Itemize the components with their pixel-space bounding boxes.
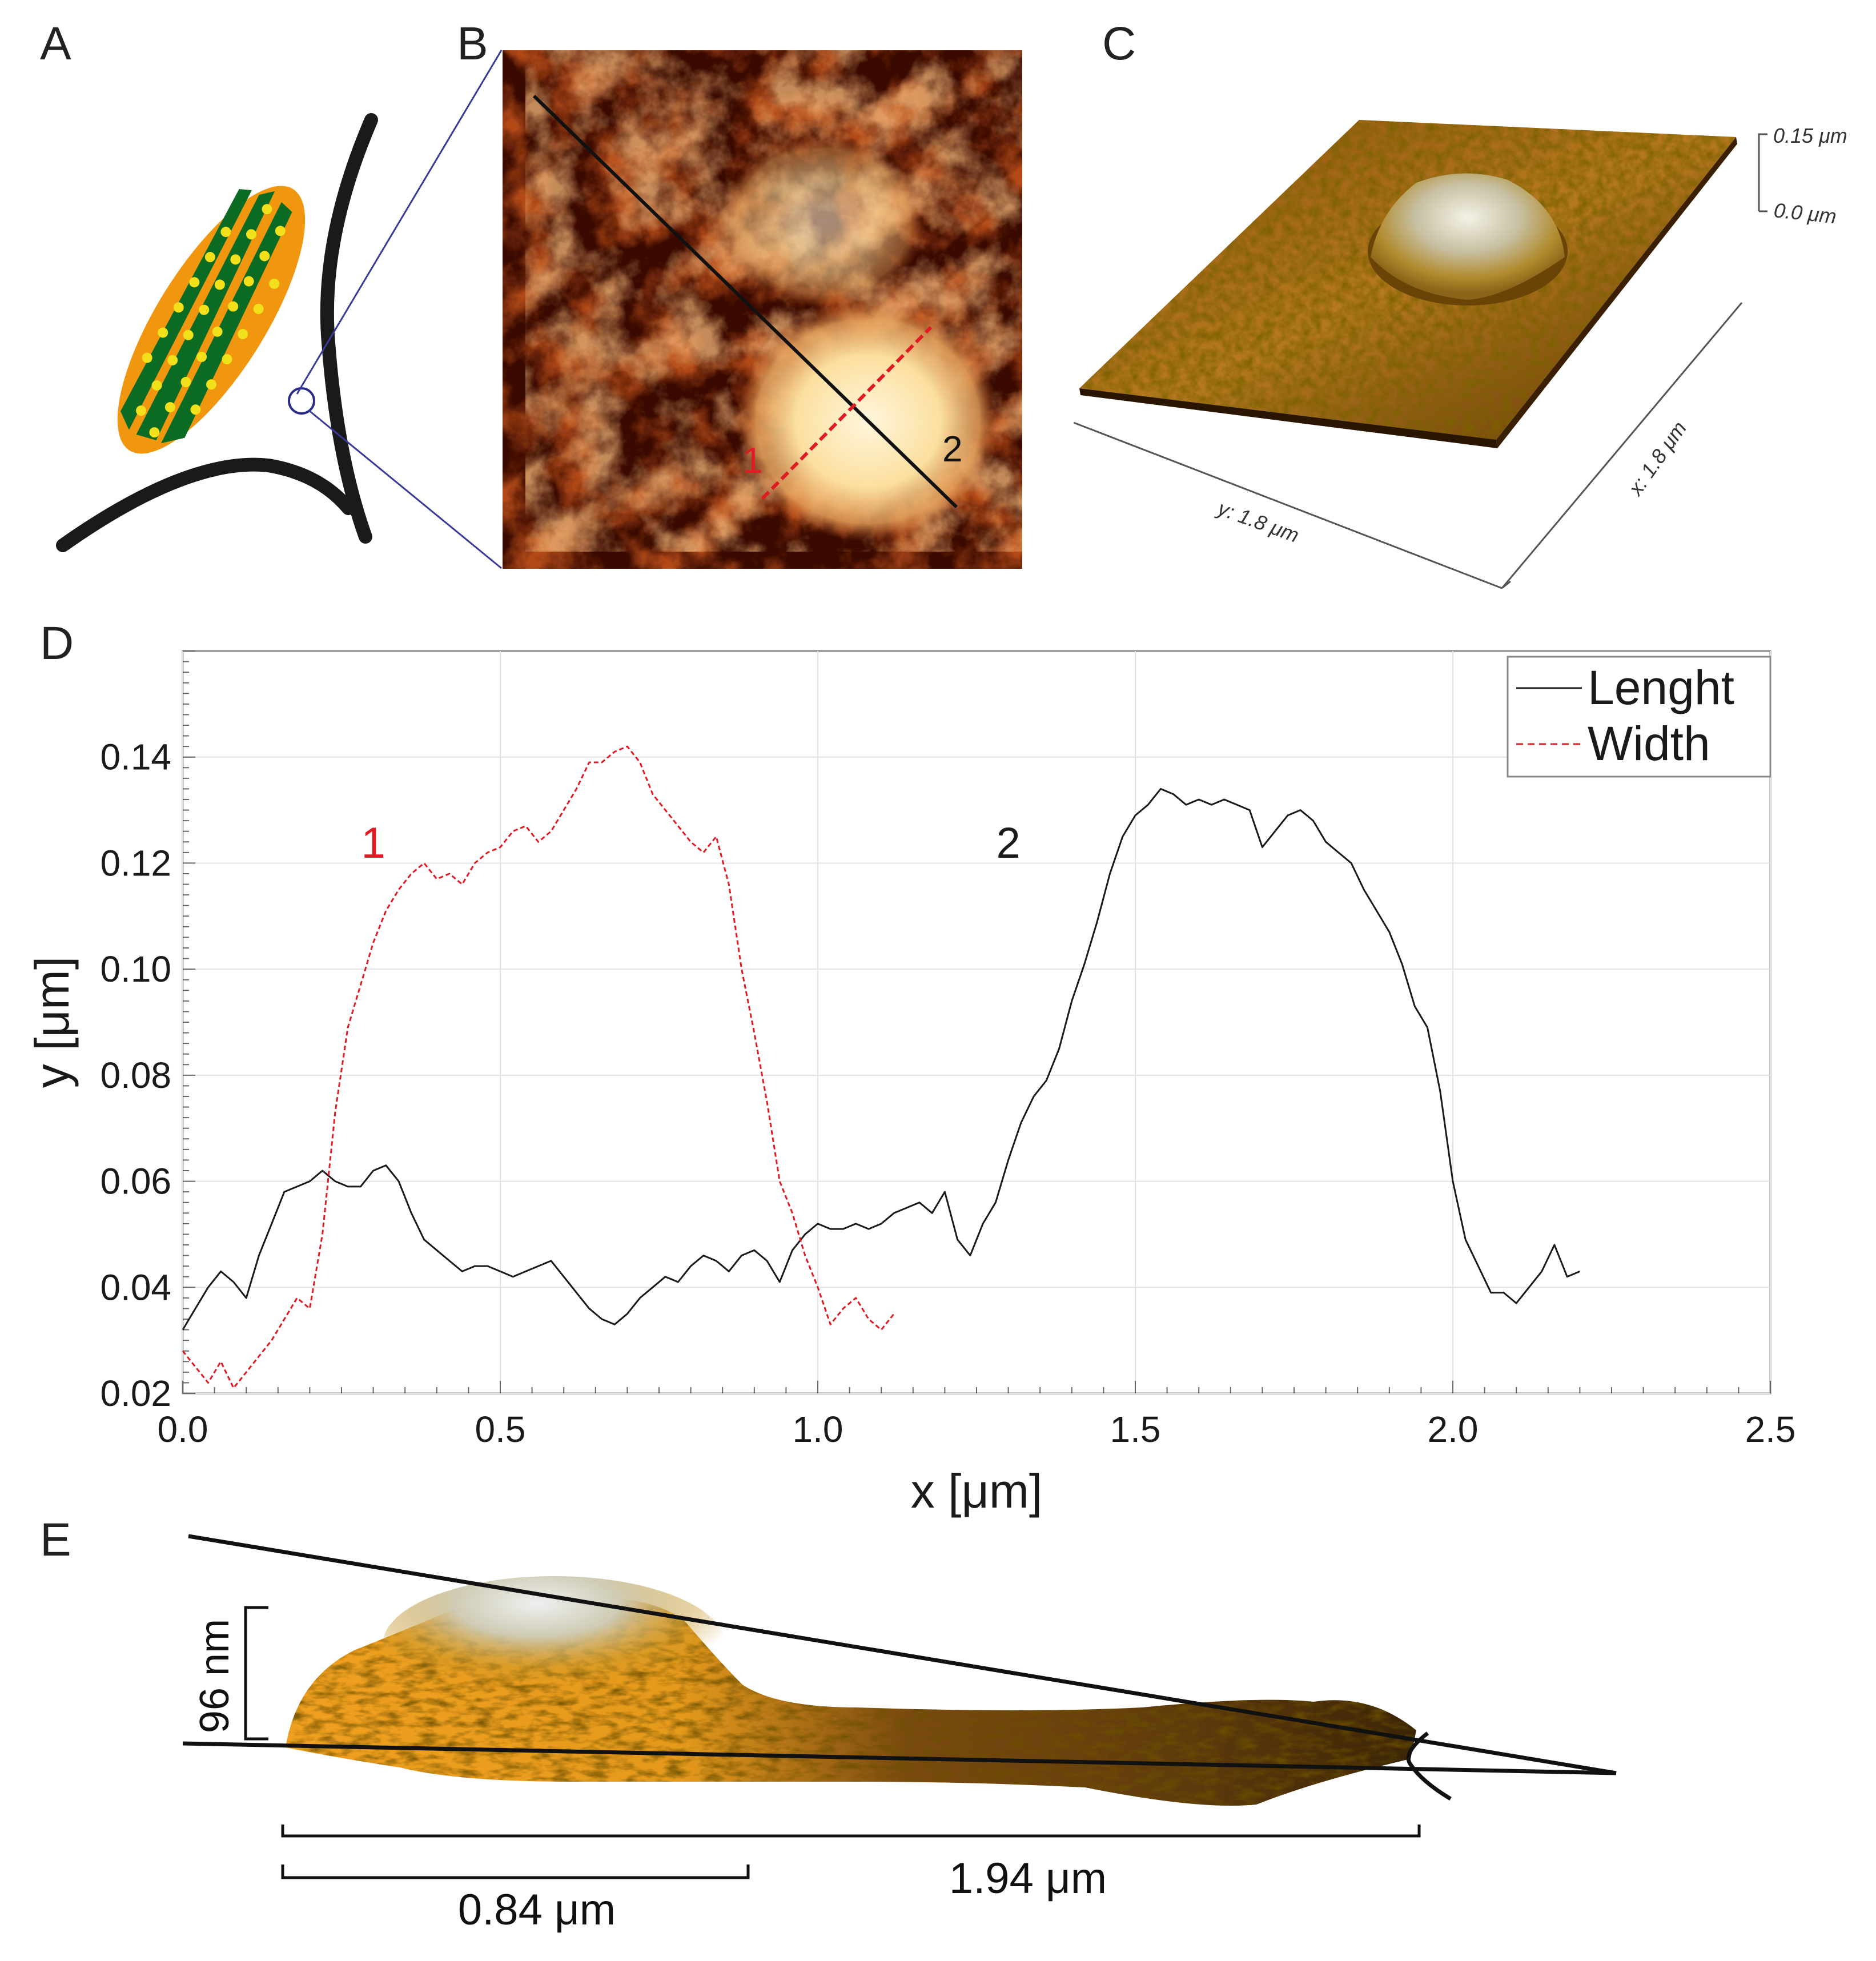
stomata-dot xyxy=(246,229,256,240)
x-axis-label: x [μm] xyxy=(911,1464,1042,1518)
stomata-dot xyxy=(206,379,217,390)
stomata-dot xyxy=(190,404,201,415)
stomata-dot xyxy=(212,326,223,337)
stomata-dot xyxy=(164,402,175,413)
stomata-dot xyxy=(238,329,248,340)
stomata-dot xyxy=(180,376,191,387)
x-tick-label: 0.0 xyxy=(158,1409,208,1450)
legend-label-length: Lenght xyxy=(1588,661,1734,714)
legend-box xyxy=(1507,656,1771,778)
stomata-dot xyxy=(243,276,254,287)
y-tick-label: 0.14 xyxy=(100,737,171,778)
legend: Lenght Width xyxy=(1507,656,1771,778)
curve-label: 1 xyxy=(361,819,385,867)
stomata-dot xyxy=(230,254,241,265)
stomata-dot xyxy=(222,354,232,365)
stomata-dot xyxy=(275,226,286,236)
panel-label-d: D xyxy=(40,617,74,669)
afm-topview: 1 2 xyxy=(503,50,1022,569)
stomata-dot xyxy=(149,427,160,438)
profile-chart: 0.0 0.5 1.0 1.5 2.0 2.5 0.020.040.060.080.100… xyxy=(25,650,1796,1518)
minor-ticks xyxy=(182,650,1771,1394)
height-label: 96 nm xyxy=(192,1619,238,1733)
y-tick-label: 0.04 xyxy=(100,1267,171,1308)
panel-label-c: C xyxy=(1102,18,1136,70)
zoom-connectors xyxy=(296,50,503,569)
panel-label-b: B xyxy=(457,18,488,70)
panel-label-a: A xyxy=(40,18,71,70)
stomata-dot xyxy=(151,380,162,391)
y-tick-label: 0.06 xyxy=(100,1161,171,1202)
curve-label: 2 xyxy=(996,819,1020,867)
y-tick-label: 0.10 xyxy=(100,949,171,990)
x-tick-labels: 0.0 0.5 1.0 1.5 2.0 2.5 xyxy=(158,1409,1796,1450)
stomata-dot xyxy=(167,355,178,365)
stomata-dot xyxy=(220,227,231,238)
stomata-dot xyxy=(189,277,200,288)
y-tick-labels: 0.02 0.04 0.06 0.08 0.10 0.12 0.14 xyxy=(100,737,171,1414)
stomata-dot xyxy=(269,278,280,289)
stomata-dot xyxy=(196,351,207,362)
series-line-lenght xyxy=(182,787,1580,1331)
grain-dome xyxy=(1371,173,1565,300)
x-tick-label: 1.5 xyxy=(1110,1409,1161,1450)
short-length-bracket xyxy=(281,1864,750,1879)
short-length-label: 0.84 μm xyxy=(458,1886,616,1934)
y-tick-label: 0.12 xyxy=(100,842,171,883)
panel-label-e: E xyxy=(40,1514,71,1566)
series-line-width xyxy=(182,745,895,1389)
z-axis-bottom-label: 0.0 μm xyxy=(1773,198,1837,228)
stomata-dot xyxy=(214,279,225,290)
stomata-dot xyxy=(204,252,215,263)
z-axis-top-label: 0.15 μm xyxy=(1773,124,1847,147)
legend-label-width: Width xyxy=(1588,717,1710,770)
stomata-dot xyxy=(136,405,147,416)
x-tick-label: 2.5 xyxy=(1745,1409,1796,1450)
magnifier-circle xyxy=(288,387,315,415)
stomata-dot xyxy=(228,301,239,312)
length-profile-line xyxy=(532,94,958,509)
long-length-label: 1.94 μm xyxy=(949,1854,1107,1903)
stomata-dot xyxy=(259,251,270,262)
afm-side-view: 96 nm 1.94 μm 0.84 μm xyxy=(182,1534,1617,1934)
y-axis-label: y [μm] xyxy=(25,957,79,1088)
series-layer xyxy=(182,745,1580,1389)
x-tick-label: 0.5 xyxy=(475,1409,526,1450)
x-tick-label: 2.0 xyxy=(1428,1409,1479,1450)
leaf xyxy=(117,186,306,454)
marker-1: 1 xyxy=(742,440,763,481)
marker-2: 2 xyxy=(942,428,963,469)
y-tick-label: 0.08 xyxy=(100,1055,171,1096)
stomata-dot xyxy=(253,303,264,314)
branch xyxy=(56,457,355,552)
grid xyxy=(182,651,1771,1394)
stomata-dot xyxy=(158,327,168,338)
height-bracket xyxy=(244,1606,268,1741)
stomata-dot xyxy=(262,204,272,215)
stomata-dot xyxy=(199,304,210,315)
angle-arc xyxy=(1406,1731,1452,1801)
baseline-reference-line xyxy=(182,1741,1617,1775)
y-tick-label: 0.02 xyxy=(100,1373,171,1414)
stomata-dots xyxy=(136,204,286,438)
slope-reference-line xyxy=(188,1534,1617,1775)
stomata-dot xyxy=(183,329,194,340)
stomata-dot xyxy=(142,352,152,363)
x-axis-label-3d: x: 1.8 μm xyxy=(1623,417,1691,500)
y-axis-label-3d: y: 1.8 μm xyxy=(1213,496,1302,547)
afm-3d-surface: 0.15 μm 0.0 μm y: 1.8 μm x: 1.8 μm xyxy=(1074,120,1847,589)
width-profile-line xyxy=(761,326,933,500)
x-tick-label: 1.0 xyxy=(793,1409,843,1450)
stomata-dot xyxy=(173,302,184,313)
long-length-bracket xyxy=(281,1825,1421,1838)
